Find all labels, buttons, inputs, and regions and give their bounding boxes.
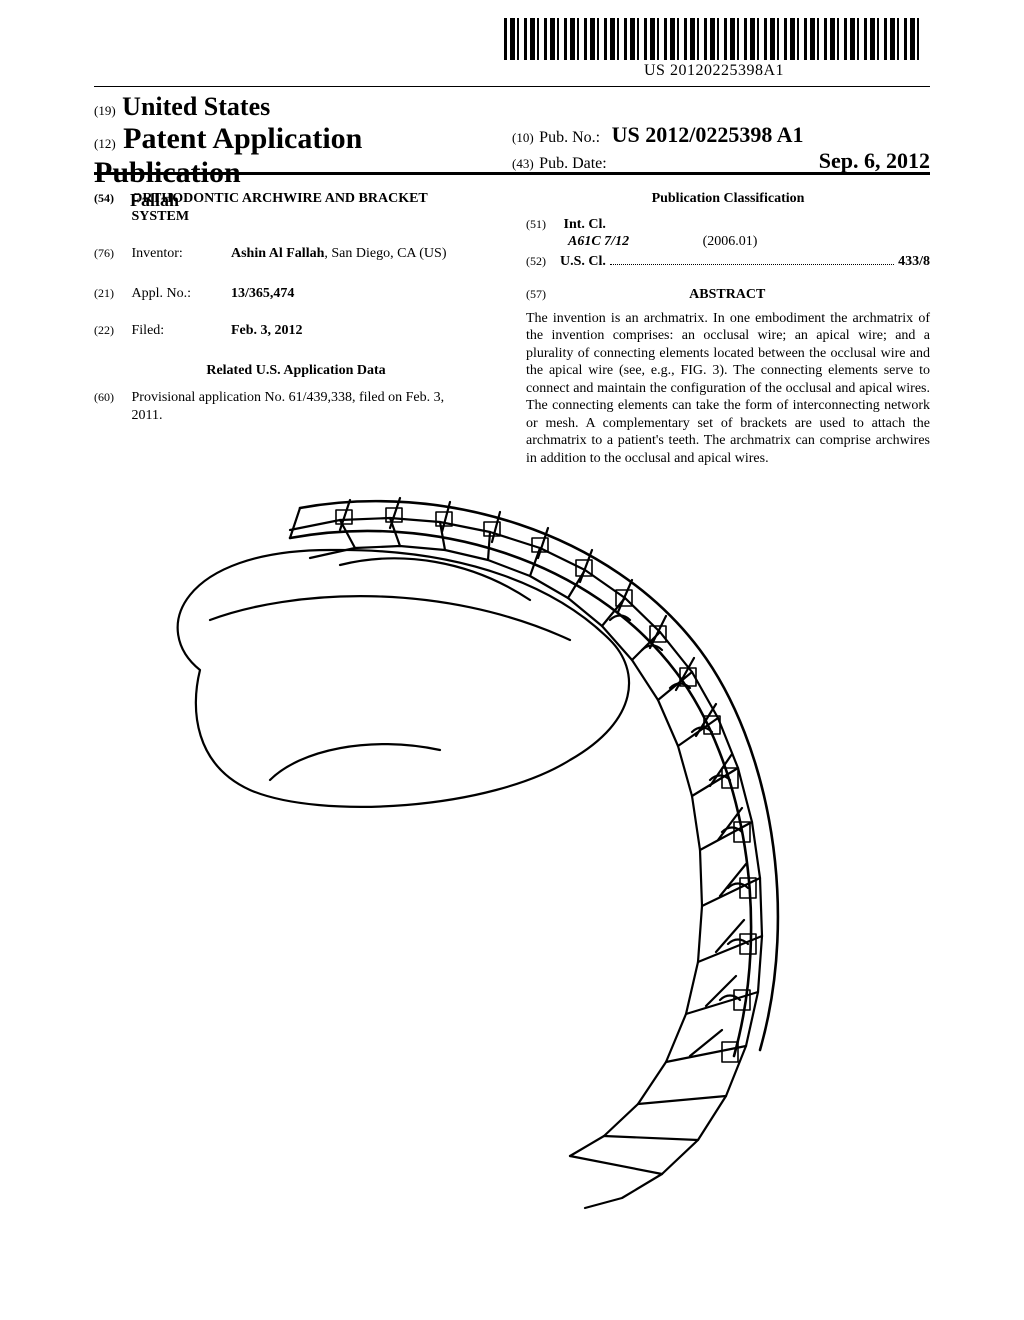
inventor-value: Ashin Al Fallah, San Diego, CA (US): [231, 246, 447, 261]
abstract-body: The invention is an archmatrix. In one e…: [526, 310, 930, 468]
barcode-icon: [504, 18, 924, 60]
intcl-label: Int. Cl.: [564, 217, 606, 232]
horizontal-rule-thin: [94, 86, 930, 87]
field-76-inventor: (76) Inventor: Ashin Al Fallah, San Dieg…: [94, 245, 498, 263]
patent-figure: [140, 490, 900, 1250]
filed-value: Feb. 3, 2012: [231, 323, 303, 338]
filed-label: Filed:: [132, 322, 228, 340]
field-number-57: (57): [526, 287, 546, 301]
field-number-19: (19): [94, 103, 116, 118]
intcl-code: A61C 7/12: [568, 234, 629, 249]
field-51-intcl: (51) Int. Cl. A61C 7/12 (2006.01): [526, 216, 930, 251]
archmatrix-drawing-icon: [140, 490, 900, 1250]
field-number-43: (43): [512, 156, 534, 171]
field-52-uscl: (52) U.S. Cl. 433/8: [526, 253, 930, 271]
pub-no-label: Pub. No.:: [539, 129, 600, 146]
header-line-12: (12) Patent Application Publication: [94, 122, 512, 190]
inventor-location: , San Diego, CA (US): [324, 246, 446, 261]
provisional-text: Provisional application No. 61/439,338, …: [132, 389, 472, 424]
doc-kind: Patent Application Publication: [94, 122, 362, 189]
field-60-provisional: (60) Provisional application No. 61/439,…: [94, 389, 498, 424]
invention-title: ORTHODONTIC ARCHWIRE AND BRACKET SYSTEM: [132, 190, 472, 225]
right-column: Publication Classification (51) Int. Cl.…: [526, 190, 930, 467]
intcl-year: (2006.01): [703, 234, 758, 249]
inventor-label: Inventor:: [132, 245, 228, 263]
pub-no-value: US 2012/0225398 A1: [612, 122, 804, 147]
pub-class-header: Publication Classification: [526, 190, 930, 208]
country-name: United States: [122, 92, 270, 121]
applno-label: Appl. No.:: [132, 285, 228, 303]
horizontal-rule-thick: [94, 172, 930, 175]
field-number-52: (52): [526, 254, 546, 269]
field-number-60: (60): [94, 390, 114, 404]
inventor-name: Ashin Al Fallah: [231, 246, 324, 261]
pub-date-label: Pub. Date:: [539, 155, 607, 172]
body-columns: (54) ORTHODONTIC ARCHWIRE AND BRACKET SY…: [94, 190, 930, 467]
abstract-header: ABSTRACT: [550, 286, 906, 304]
uscl-value: 433/8: [898, 253, 930, 271]
field-number-51: (51): [526, 217, 546, 231]
left-column: (54) ORTHODONTIC ARCHWIRE AND BRACKET SY…: [94, 190, 498, 467]
field-number-76: (76): [94, 246, 114, 260]
barcode-text: US 20120225398A1: [504, 62, 924, 80]
field-54-title: (54) ORTHODONTIC ARCHWIRE AND BRACKET SY…: [94, 190, 498, 225]
uscl-label: U.S. Cl.: [560, 253, 606, 271]
field-number-22: (22): [94, 323, 114, 337]
header-line-19: (19) United States: [94, 92, 512, 122]
field-number-12: (12): [94, 136, 116, 151]
field-22-filed: (22) Filed: Feb. 3, 2012: [94, 322, 498, 340]
pub-no-line: (10) Pub. No.: US 2012/0225398 A1: [512, 122, 930, 148]
field-number-54: (54): [94, 191, 114, 205]
field-57-abstract: (57) ABSTRACT: [526, 276, 930, 310]
field-number-10: (10): [512, 130, 534, 145]
related-app-header: Related U.S. Application Data: [94, 362, 498, 380]
header-right: (10) Pub. No.: US 2012/0225398 A1 (43) P…: [512, 92, 930, 174]
dot-leader: [610, 264, 894, 265]
field-21-applno: (21) Appl. No.: 13/365,474: [94, 285, 498, 303]
field-number-21: (21): [94, 286, 114, 300]
pub-date-line: (43) Pub. Date: Sep. 6, 2012: [512, 148, 930, 174]
applno-value: 13/365,474: [231, 286, 294, 301]
barcode-block: US 20120225398A1: [504, 18, 924, 80]
pub-date-value: Sep. 6, 2012: [819, 148, 930, 174]
